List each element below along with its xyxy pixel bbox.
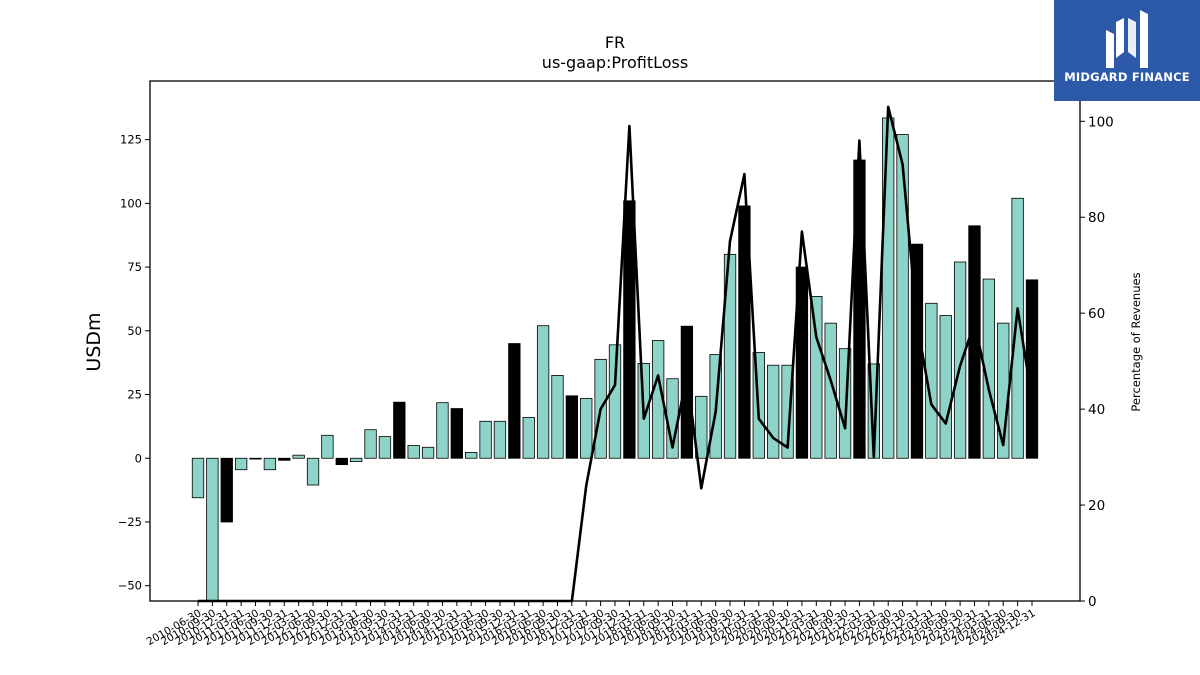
bar xyxy=(278,457,291,461)
bar xyxy=(378,436,392,459)
bar xyxy=(695,395,708,459)
y-tick-label: 75 xyxy=(127,260,142,274)
bar xyxy=(767,364,780,459)
brand-name: MIDGARD FINANCE xyxy=(1064,70,1190,84)
bar xyxy=(206,457,219,602)
bar xyxy=(623,200,636,459)
y-tick-label: 0 xyxy=(135,451,142,465)
bar xyxy=(479,420,492,459)
bar xyxy=(292,454,305,459)
bar xyxy=(234,457,248,471)
y2-axis-label: Percentage of Revenues xyxy=(1129,272,1143,411)
y-tick-label: −25 xyxy=(118,515,142,529)
bar xyxy=(522,417,535,459)
bar xyxy=(953,261,967,459)
bar xyxy=(465,451,478,459)
bar xyxy=(781,364,794,459)
bar xyxy=(393,401,406,459)
bar xyxy=(896,134,909,459)
y2-tick-label: 60 xyxy=(1088,306,1105,322)
y-tick-label: −50 xyxy=(118,579,142,593)
bar xyxy=(220,457,233,523)
y2-tick-label: 0 xyxy=(1088,594,1097,610)
bar xyxy=(350,457,363,462)
bar xyxy=(263,457,277,471)
bar xyxy=(565,395,579,459)
y2-tick-label: 80 xyxy=(1088,210,1105,226)
y-tick-label: 25 xyxy=(127,388,142,402)
bar xyxy=(536,325,550,459)
bar xyxy=(810,295,823,459)
bar xyxy=(882,117,895,459)
y-tick-label: 50 xyxy=(127,324,142,338)
brand-logo: MIDGARD FINANCE xyxy=(1054,0,1200,101)
bar xyxy=(925,302,938,459)
y-tick-label: 100 xyxy=(120,196,142,210)
bar xyxy=(1011,197,1024,459)
bar xyxy=(580,397,593,459)
y-axis-label: USDm xyxy=(83,312,105,371)
bar xyxy=(738,205,751,459)
bar xyxy=(450,408,463,459)
y-tick-label: 125 xyxy=(120,133,142,147)
bar xyxy=(436,402,449,459)
bar xyxy=(335,457,348,466)
bar xyxy=(939,315,952,459)
bar xyxy=(421,446,435,459)
y2-tick-label: 40 xyxy=(1088,402,1105,418)
bar xyxy=(407,445,420,459)
chart-subtitle: us-gaap:ProfitLoss xyxy=(542,53,688,72)
bar xyxy=(191,457,205,499)
y2-tick-label: 100 xyxy=(1088,114,1114,130)
bar xyxy=(508,343,521,459)
bar xyxy=(493,420,507,459)
bar xyxy=(249,457,262,460)
bar xyxy=(795,266,809,459)
bar xyxy=(551,375,564,459)
bar xyxy=(321,434,334,459)
bar xyxy=(824,322,837,459)
bar xyxy=(306,457,320,486)
bar xyxy=(364,429,377,459)
bar xyxy=(680,325,694,459)
chart-title: FR xyxy=(605,33,625,52)
midgard-logo-icon xyxy=(1106,10,1148,68)
bar xyxy=(608,344,622,459)
y2-tick-label: 20 xyxy=(1088,498,1105,514)
